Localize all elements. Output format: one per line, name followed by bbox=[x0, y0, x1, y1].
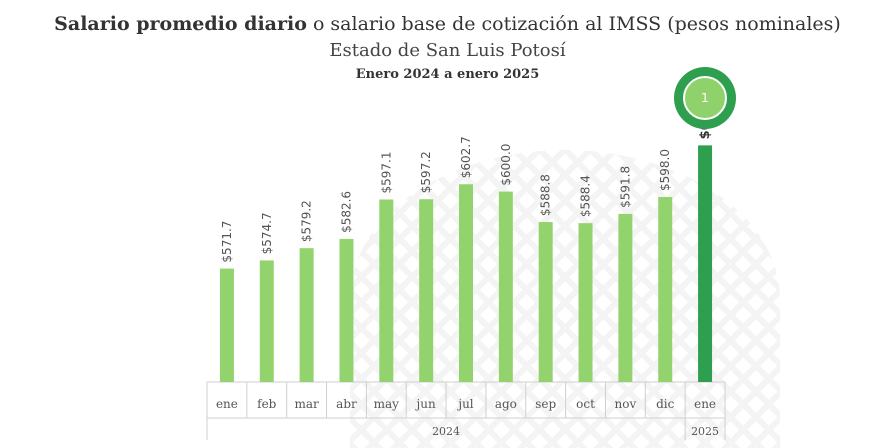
year-label: 2025 bbox=[691, 425, 719, 438]
bar-jul-6 bbox=[459, 184, 473, 382]
bar-value-label: $597.1 bbox=[379, 151, 393, 193]
bar-dic-11 bbox=[658, 197, 673, 382]
bar-value-label: $579.2 bbox=[300, 200, 314, 242]
bar-feb-1 bbox=[259, 260, 274, 382]
x-tick-label: feb bbox=[257, 397, 277, 411]
x-tick-label: abr bbox=[336, 397, 357, 411]
bar-value-label: $588.4 bbox=[579, 175, 593, 217]
bar-value-label: $602.7 bbox=[459, 136, 473, 178]
bar-may-4 bbox=[379, 199, 394, 382]
bar-jun-5 bbox=[419, 199, 434, 382]
year-label: 2024 bbox=[432, 425, 460, 438]
chart-subtitle: Estado de San Luis Potosí bbox=[329, 40, 566, 61]
bar-value-label: $588.8 bbox=[539, 174, 553, 216]
bar-value-label: $597.2 bbox=[419, 151, 433, 193]
x-tick-label: ene bbox=[694, 397, 716, 411]
x-tick-label: ene bbox=[216, 397, 238, 411]
chart-title: Salario promedio diario o salario base d… bbox=[0, 13, 895, 35]
x-tick-label: sep bbox=[535, 397, 556, 411]
x-tick-label: jun bbox=[415, 397, 436, 411]
x-tick-label: jul bbox=[456, 397, 473, 411]
bar-value-label: $574.7 bbox=[260, 212, 274, 254]
bar-nov-10 bbox=[618, 213, 633, 382]
x-tick-label: may bbox=[374, 397, 400, 411]
bar-oct-9 bbox=[578, 223, 593, 382]
chart-title-bold: Salario promedio diario bbox=[54, 13, 307, 35]
bar-value-label: $591.8 bbox=[618, 166, 632, 208]
bar-value-label: $600.0 bbox=[499, 144, 513, 186]
x-tick-label: ago bbox=[495, 397, 517, 411]
bar-ene-12 bbox=[698, 145, 713, 382]
bar-abr-3 bbox=[339, 238, 354, 382]
x-tick-label: mar bbox=[294, 397, 319, 411]
x-tick-label: oct bbox=[576, 397, 595, 411]
bar-value-label: $571.7 bbox=[220, 221, 234, 263]
chart-period: Enero 2024 a enero 2025 bbox=[355, 67, 540, 82]
bar-ene-0 bbox=[219, 268, 234, 382]
badge-number: 1 bbox=[683, 76, 727, 120]
bar-mar-2 bbox=[299, 248, 314, 382]
x-tick-label: nov bbox=[615, 397, 637, 411]
bar-ago-7 bbox=[498, 191, 513, 382]
x-tick-label: dic bbox=[656, 397, 675, 411]
bar-value-label: $598.0 bbox=[658, 149, 672, 191]
highlight-badge: 1 bbox=[674, 67, 736, 129]
chart-title-rest: o salario base de cotización al IMSS (pe… bbox=[306, 13, 841, 35]
bar-value-label: $582.6 bbox=[339, 191, 353, 233]
bar-sep-8 bbox=[538, 222, 553, 382]
